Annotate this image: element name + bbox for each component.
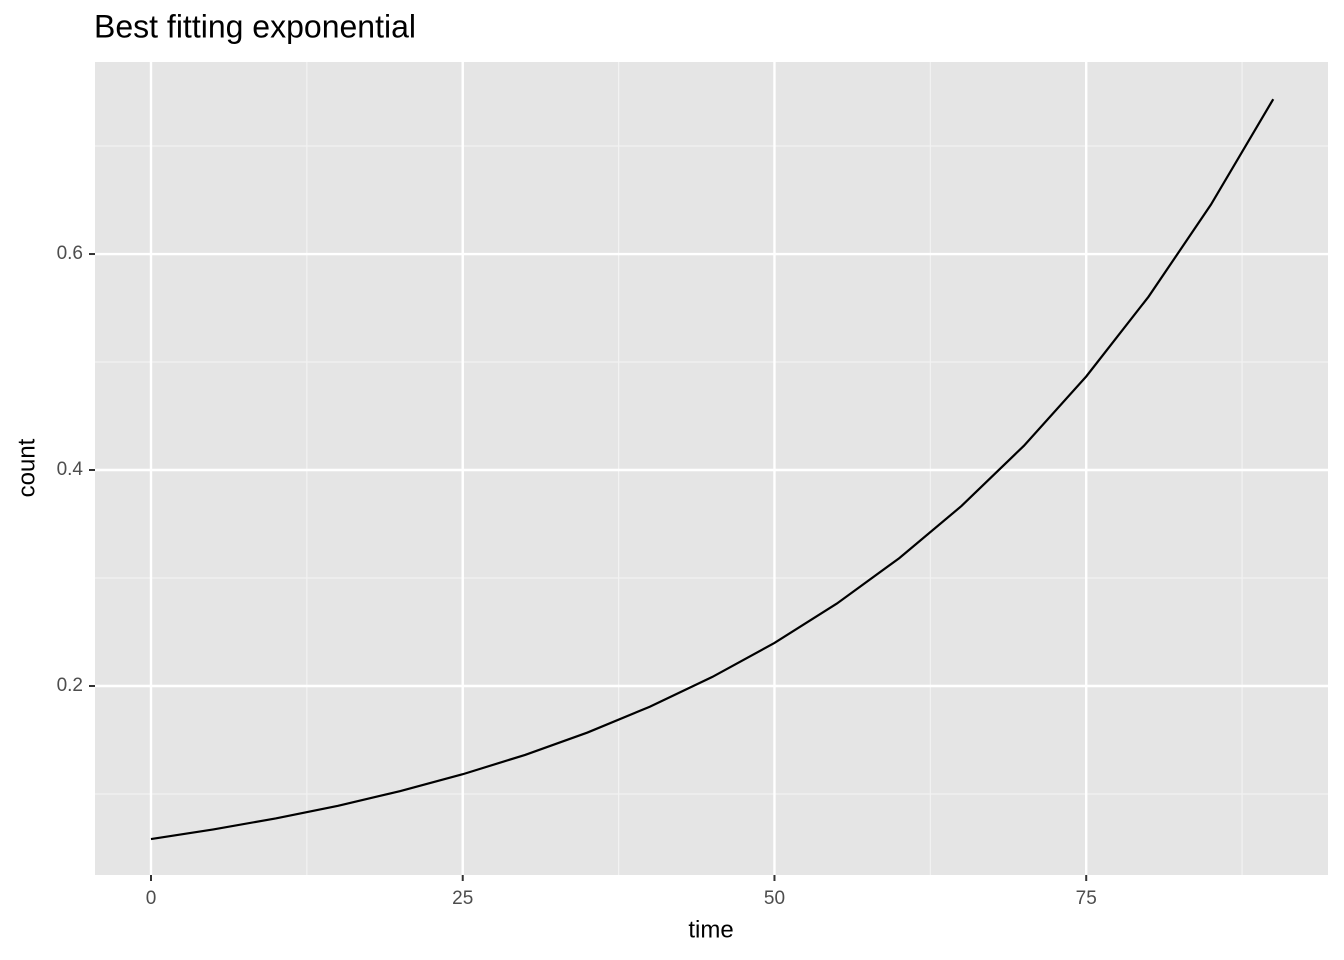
line-series: [150, 98, 1275, 841]
panel: [95, 62, 1328, 875]
x-tick-label: 0: [146, 888, 157, 909]
x-tick-label: 50: [764, 888, 785, 909]
x-axis-label: time: [688, 916, 733, 943]
chart-title: Best fitting exponential: [94, 8, 416, 44]
x-tick-label: 25: [452, 888, 473, 909]
y-tick-label: 0.6: [57, 243, 83, 264]
x-tick-label: 75: [1076, 888, 1097, 909]
y-axis-label: count: [13, 438, 40, 497]
y-tick-label: 0.2: [57, 675, 83, 696]
y-tick-label: 0.4: [57, 459, 84, 480]
